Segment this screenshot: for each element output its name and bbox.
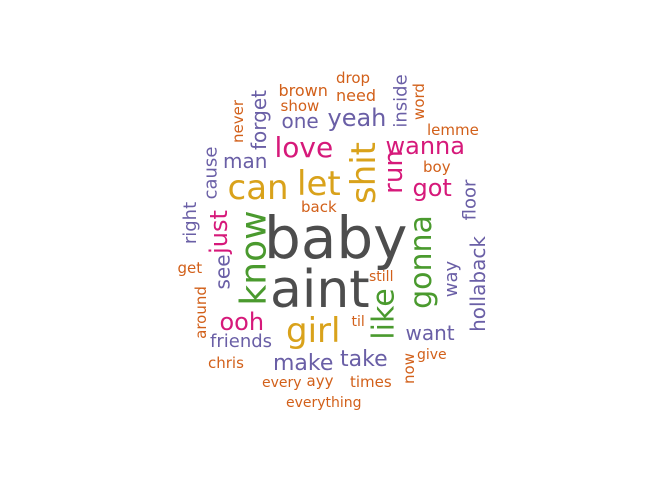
word-forget: forget (247, 90, 271, 150)
word-give: give (417, 347, 447, 363)
word-floor: floor (458, 179, 480, 221)
word-take: take (340, 347, 388, 372)
word-make: make (273, 351, 334, 376)
word-friends: friends (210, 331, 273, 352)
word-just: just (204, 210, 233, 254)
word-love: love (274, 131, 334, 164)
word-word: word (409, 82, 428, 120)
word-ooh: ooh (219, 308, 265, 336)
word-got: got (412, 174, 452, 202)
word-girl: girl (286, 311, 341, 351)
word-want: want (405, 321, 455, 345)
word-hollaback: hollaback (465, 236, 490, 332)
word-man: man (223, 149, 268, 173)
word-know: know (233, 210, 275, 306)
word-around: around (191, 285, 210, 339)
word-inside: inside (390, 74, 412, 128)
word-show: show (280, 96, 320, 115)
word-back: back (301, 197, 337, 216)
word-still: still (369, 269, 394, 285)
word-aint: aint (270, 260, 370, 320)
word-every: every (262, 375, 302, 391)
word-til: til (351, 314, 365, 330)
word-like: like (366, 288, 402, 340)
word-drop: drop (336, 68, 371, 87)
word-gonna: gonna (403, 215, 439, 309)
word-need: need (336, 86, 376, 105)
word-one: one (281, 109, 319, 133)
word-see: see (210, 254, 235, 290)
word-everything: everything (286, 395, 362, 411)
word-now: now (399, 352, 418, 384)
word-never: never (228, 99, 247, 143)
word-right: right (180, 201, 202, 245)
word-let: let (297, 164, 341, 204)
word-brown: brown (278, 81, 328, 100)
word-chris: chris (208, 353, 244, 372)
word-lemme: lemme (427, 120, 479, 139)
word-get: get (177, 258, 203, 277)
word-boy: boy (423, 157, 451, 176)
word-shit: shit (344, 141, 385, 205)
word-can: can (227, 168, 289, 208)
word-cause: cause (199, 146, 221, 200)
word-way: way (441, 260, 463, 298)
word-ayy: ayy (306, 371, 334, 390)
word-wanna: wanna (385, 132, 465, 160)
word-times: times (350, 372, 392, 391)
word-baby: baby (264, 204, 408, 272)
word-yeah: yeah (327, 104, 387, 132)
